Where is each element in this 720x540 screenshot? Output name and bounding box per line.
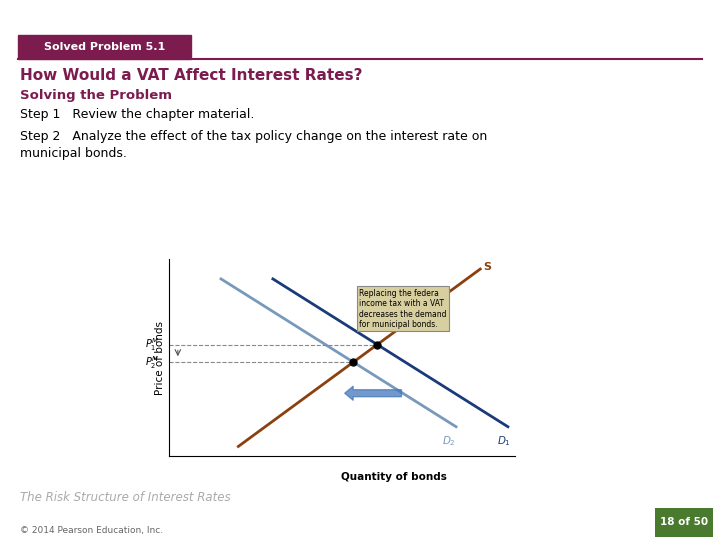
Text: The Risk Structure of Interest Rates: The Risk Structure of Interest Rates — [20, 491, 231, 504]
FancyArrowPatch shape — [345, 386, 402, 400]
Text: Replacing the federa
income tax with a VAT
decreases the demand
for municipal bo: Replacing the federa income tax with a V… — [359, 289, 447, 329]
Text: $P_1^M$: $P_1^M$ — [145, 336, 159, 353]
Text: $D_2$: $D_2$ — [442, 435, 456, 448]
Text: municipal bonds.: municipal bonds. — [20, 147, 127, 160]
Text: Solved Problem 5.1: Solved Problem 5.1 — [44, 42, 165, 52]
Y-axis label: Price of bonds: Price of bonds — [155, 321, 165, 395]
Text: © 2014 Pearson Education, Inc.: © 2014 Pearson Education, Inc. — [20, 525, 163, 535]
Text: Solving the Problem: Solving the Problem — [20, 89, 172, 102]
Text: Quantity of bonds: Quantity of bonds — [341, 472, 447, 483]
Text: $D_1$: $D_1$ — [498, 435, 511, 448]
Text: Step 1   Review the chapter material.: Step 1 Review the chapter material. — [20, 108, 255, 121]
Text: 18 of 50: 18 of 50 — [660, 517, 708, 528]
Text: How Would a VAT Affect Interest Rates?: How Would a VAT Affect Interest Rates? — [20, 68, 363, 83]
Text: Step 2   Analyze the effect of the tax policy change on the interest rate on: Step 2 Analyze the effect of the tax pol… — [20, 130, 487, 143]
Text: $P_2^M$: $P_2^M$ — [145, 354, 159, 370]
Text: S: S — [484, 262, 492, 272]
